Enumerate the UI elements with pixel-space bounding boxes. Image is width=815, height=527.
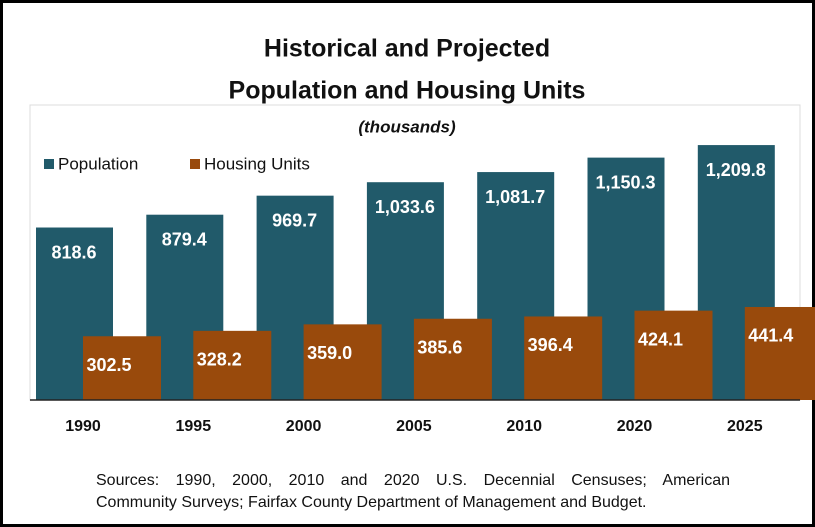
x-tick-label: 2020 xyxy=(617,418,653,435)
x-tick-label: 2005 xyxy=(396,418,432,435)
sources-line: Sources: 1990, 2000, 2010 and 2020 U.S. … xyxy=(96,472,730,489)
x-tick-label: 2000 xyxy=(286,418,322,435)
x-tick-label: 2025 xyxy=(727,418,763,435)
data-label: 879.4 xyxy=(162,229,207,249)
legend-swatch xyxy=(190,159,200,169)
chart-title: Population and Housing Units xyxy=(229,77,586,105)
sources: Sources: 1990, 2000, 2010 and 2020 U.S. … xyxy=(96,470,730,514)
sources-line: Community Surveys; Fairfax County Depart… xyxy=(96,494,647,511)
data-label: 302.5 xyxy=(86,355,131,375)
x-tick-label: 1990 xyxy=(65,418,101,435)
data-label: 1,209.8 xyxy=(706,160,766,180)
x-tick-label: 2010 xyxy=(506,418,542,435)
bar xyxy=(413,318,492,400)
bar xyxy=(524,316,603,400)
chart-subtitle: (thousands) xyxy=(358,117,456,136)
bar xyxy=(83,336,161,400)
data-label: 396.4 xyxy=(528,335,573,355)
bar xyxy=(634,310,713,400)
data-label: 969.7 xyxy=(272,210,317,230)
data-label: 441.4 xyxy=(748,326,793,346)
bar xyxy=(193,330,272,400)
data-label: 424.1 xyxy=(638,329,683,349)
legend-label: Housing Units xyxy=(204,154,310,173)
data-label: 385.6 xyxy=(417,337,462,357)
data-label: 1,033.6 xyxy=(375,197,435,217)
x-tick-label: 1995 xyxy=(176,418,212,435)
bar xyxy=(744,306,815,400)
data-label: 1,081.7 xyxy=(485,187,545,207)
bar xyxy=(303,324,382,400)
data-label: 1,150.3 xyxy=(595,172,655,192)
legend-label: Population xyxy=(58,154,138,173)
data-label: 359.0 xyxy=(307,343,352,363)
data-label: 328.2 xyxy=(197,350,242,370)
legend-swatch xyxy=(44,159,54,169)
data-label: 818.6 xyxy=(51,242,96,262)
chart-title: Historical and Projected xyxy=(264,35,550,63)
